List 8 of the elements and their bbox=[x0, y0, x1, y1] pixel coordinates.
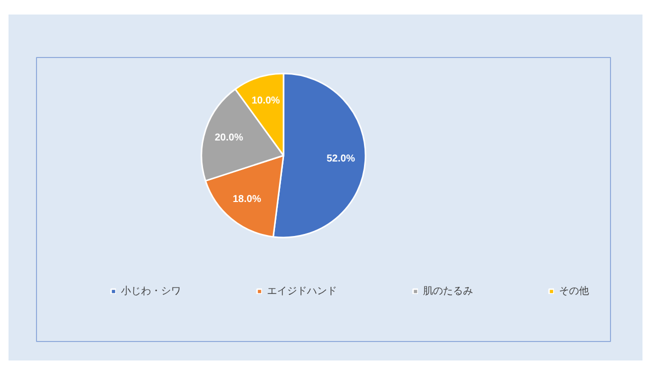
legend-label: 肌のたるみ bbox=[423, 285, 473, 298]
data-label: 52.0% bbox=[326, 154, 356, 165]
data-label: 10.0% bbox=[252, 95, 280, 106]
data-label: 18.0% bbox=[232, 194, 262, 206]
legend-label: エイジドハンド bbox=[267, 285, 337, 298]
legend-label: 小じわ・シワ bbox=[121, 284, 181, 298]
legend-label: その他 bbox=[559, 285, 589, 298]
data-label: 20.0% bbox=[214, 132, 244, 144]
